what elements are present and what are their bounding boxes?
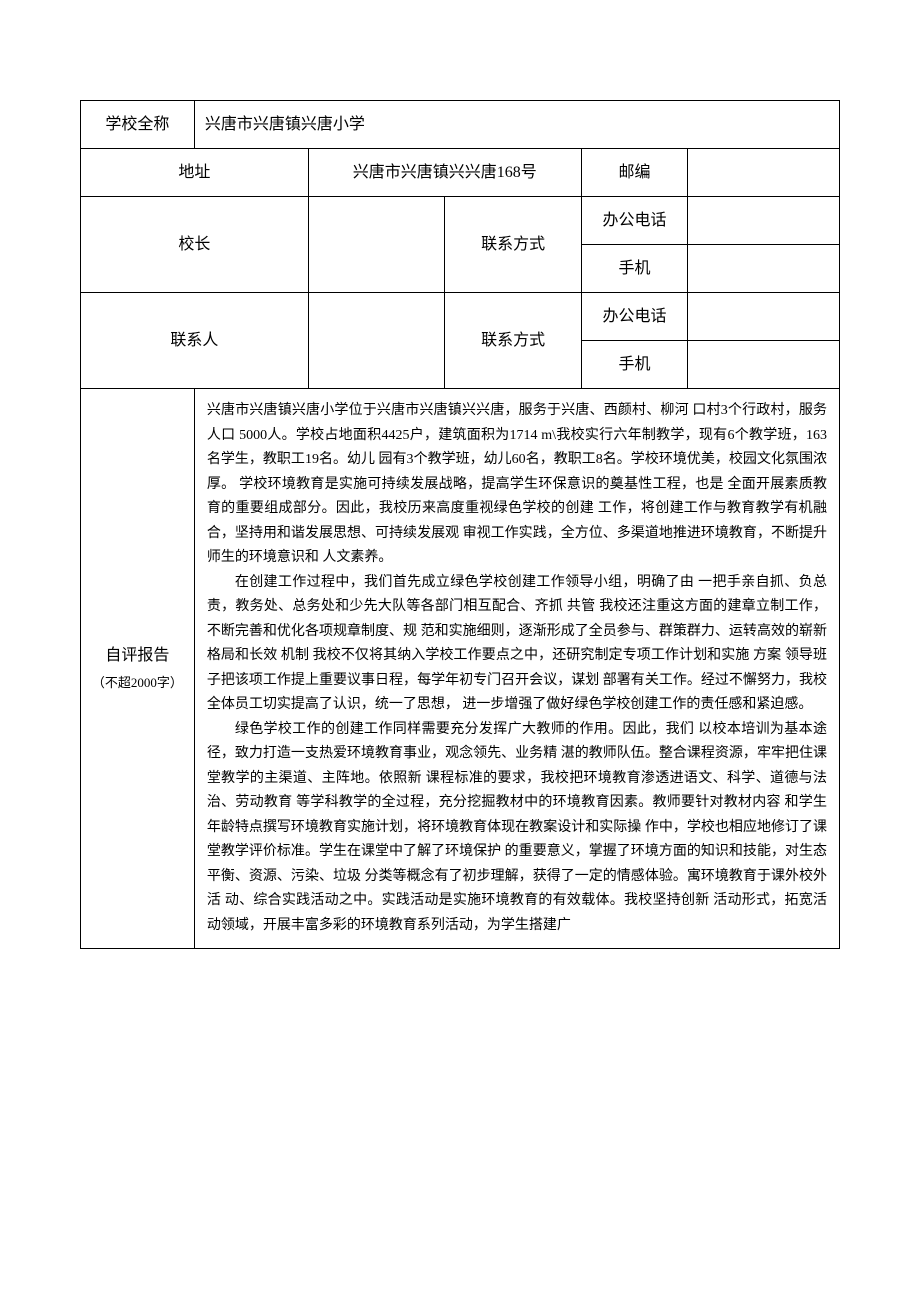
report-para-1: 兴唐市兴唐镇兴唐小学位于兴唐市兴唐镇兴兴唐，服务于兴唐、西颜村、柳河 口村3个行… [207,399,827,571]
contact-office-phone-value [688,293,840,341]
contact-person-value [308,293,445,389]
postcode-value [688,149,840,197]
form-table: 学校全称 兴唐市兴唐镇兴唐小学 地址 兴唐市兴唐镇兴兴唐168号 邮编 校长 联… [80,100,840,949]
principal-name-value [308,197,445,293]
address-value: 兴唐市兴唐镇兴兴唐168号 [308,149,581,197]
row-address: 地址 兴唐市兴唐镇兴兴唐168号 邮编 [81,149,840,197]
report-para-3: 绿色学校工作的创建工作同样需要充分发挥广大教师的作用。因此，我们 以校本培训为基… [207,718,827,939]
self-report-label-cell: 自评报告 （不超2000字） [81,389,195,949]
school-name-value: 兴唐市兴唐镇兴唐小学 [194,101,839,149]
principal-mobile-value [688,245,840,293]
postcode-label: 邮编 [581,149,687,197]
self-report-body: 兴唐市兴唐镇兴唐小学位于兴唐市兴唐镇兴兴唐，服务于兴唐、西颜村、柳河 口村3个行… [194,389,839,949]
self-report-note: （不超2000字） [89,673,186,694]
report-para-2: 在创建工作过程中，我们首先成立绿色学校创建工作领导小组，明确了由 一把手亲自抓、… [207,571,827,718]
row-principal-1: 校长 联系方式 办公电话 [81,197,840,245]
principal-contact-method-label: 联系方式 [445,197,582,293]
contact-mobile-label: 手机 [581,341,687,389]
row-self-report: 自评报告 （不超2000字） 兴唐市兴唐镇兴唐小学位于兴唐市兴唐镇兴兴唐，服务于… [81,389,840,949]
contact-person-label: 联系人 [81,293,309,389]
principal-mobile-label: 手机 [581,245,687,293]
row-school-name: 学校全称 兴唐市兴唐镇兴唐小学 [81,101,840,149]
row-contact-1: 联系人 联系方式 办公电话 [81,293,840,341]
principal-label: 校长 [81,197,309,293]
address-label: 地址 [81,149,309,197]
self-report-label: 自评报告 [105,647,169,664]
contact-office-phone-label: 办公电话 [581,293,687,341]
principal-office-phone-value [688,197,840,245]
school-name-label: 学校全称 [81,101,195,149]
contact-method-label: 联系方式 [445,293,582,389]
principal-office-phone-label: 办公电话 [581,197,687,245]
contact-mobile-value [688,341,840,389]
